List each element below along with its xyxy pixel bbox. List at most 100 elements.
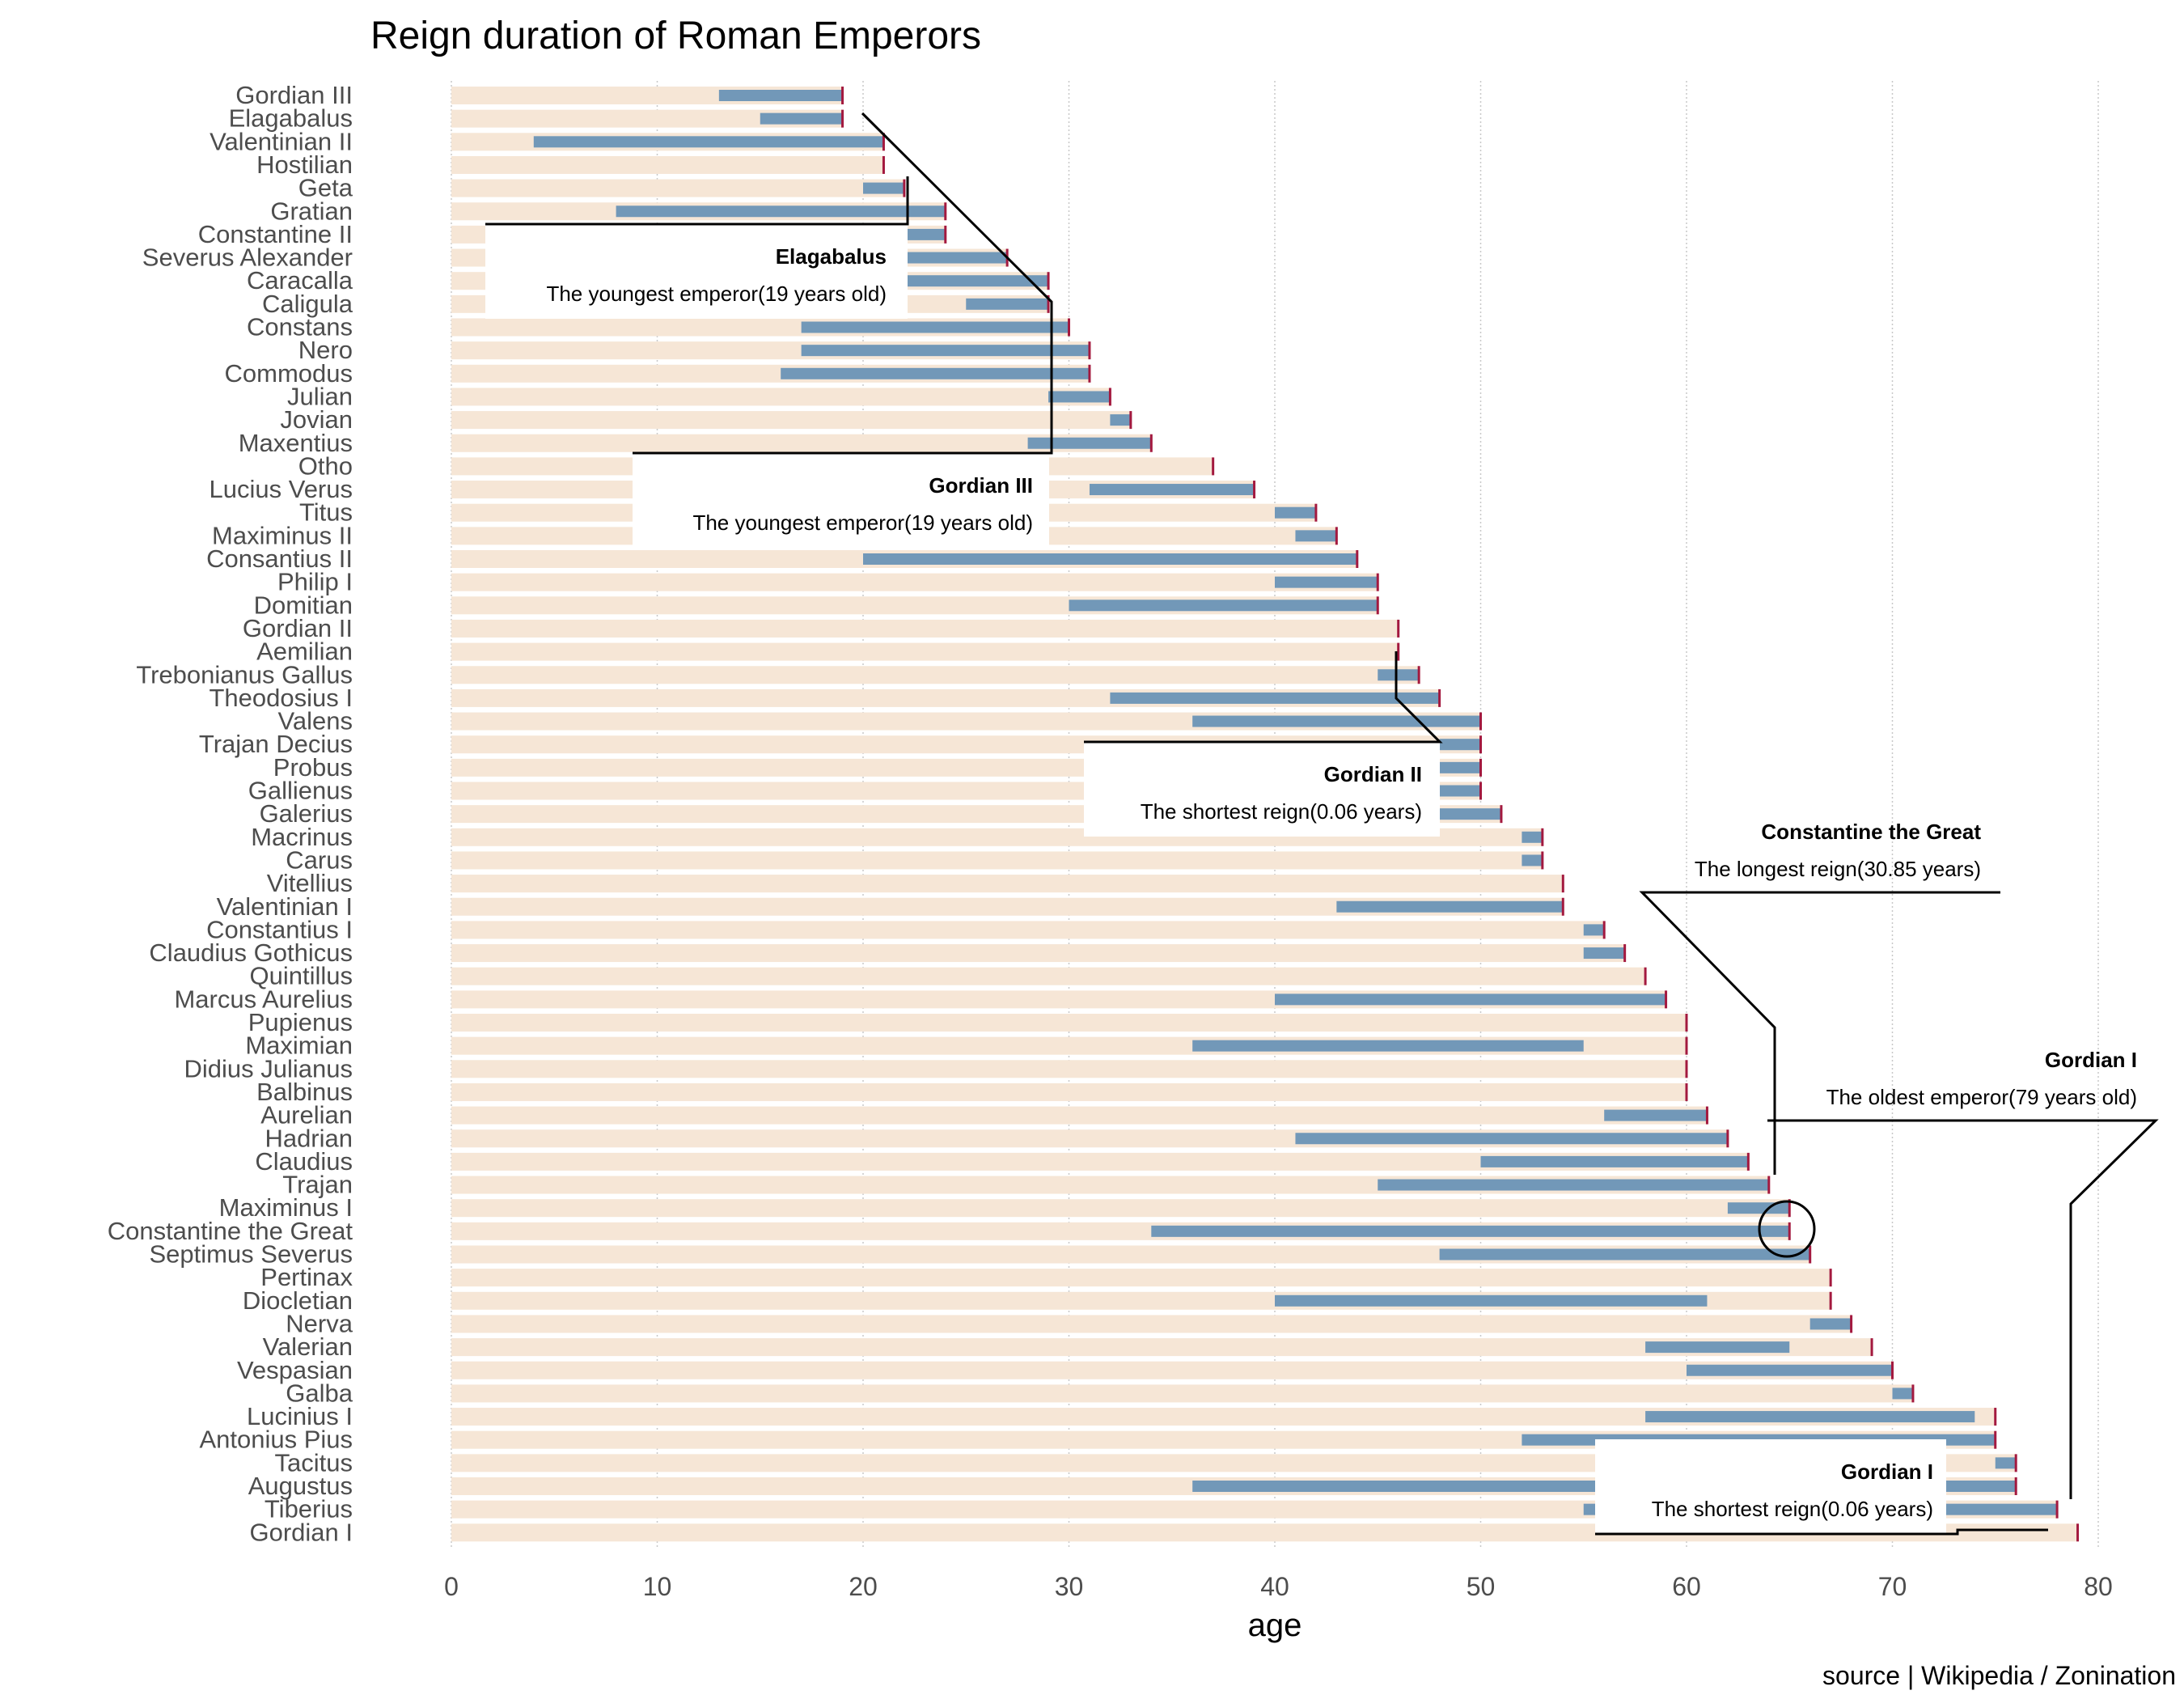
reign-bar [533, 136, 884, 148]
annotation-box [485, 224, 908, 319]
lifespan-bar [451, 1060, 1687, 1078]
emperor-label: Augustus [248, 1472, 353, 1500]
reign-bar [1995, 1457, 2017, 1469]
emperor-label: Gordian III [235, 81, 353, 109]
x-tick-label: 50 [1467, 1572, 1496, 1601]
lifespan-bar [451, 1106, 1708, 1125]
reign-bar [863, 553, 1357, 565]
reign-bar [1727, 1202, 1790, 1214]
emperor-label: Vespasian [237, 1356, 353, 1384]
annotation-text: The shortest reign(0.06 years) [1652, 1497, 1933, 1521]
emperor-label: Aurelian [260, 1101, 353, 1129]
emperor-label: Valentinian II [210, 127, 353, 155]
annotation-title: Gordian I [1841, 1460, 1933, 1484]
x-axis-label: age [1248, 1608, 1302, 1643]
lifespan-bar [451, 851, 1543, 870]
annotation-leader-line [1767, 1119, 2159, 1499]
emperor-label: Balbinus [256, 1078, 353, 1106]
chart-title: Reign duration of Roman Emperors [370, 15, 981, 57]
reign-bar [781, 367, 1090, 379]
lifespan-bar [451, 1338, 1873, 1357]
reign-bar [1110, 692, 1440, 704]
lifespan-bar [451, 411, 1131, 430]
lifespan-bar [451, 1315, 1852, 1333]
emperor-label: Galba [286, 1379, 353, 1407]
emperor-label: Gallienus [248, 777, 353, 805]
annotation-title: Constantine the Great [1761, 820, 1981, 844]
emperor-label: Lucinius I [247, 1402, 353, 1430]
emperor-label: Theodosius I [210, 684, 353, 712]
emperor-label: Marcus Aurelius [174, 985, 353, 1013]
emperor-label: Carus [286, 845, 353, 874]
emperor-label: Valerian [263, 1333, 353, 1361]
emperor-label: Elagabalus [229, 104, 353, 133]
x-tick-label: 80 [2084, 1572, 2113, 1601]
x-tick-label: 0 [444, 1572, 459, 1601]
emperor-label: Pupienus [248, 1008, 353, 1036]
annotation-text: The youngest emperor(19 years old) [546, 282, 887, 306]
reign-bar [1275, 1294, 1708, 1307]
annotations-layer: Elagabalus The youngest emperor(19 years … [485, 112, 2159, 1536]
emperor-label: Valentinian I [217, 892, 353, 921]
reign-bar [1645, 1411, 1975, 1423]
emperor-label: Vitellius [267, 869, 353, 897]
lifespan-bar [451, 642, 1399, 661]
annotation-text: The oldest emperor(79 years old) [1826, 1085, 2137, 1109]
reign-bar [1295, 530, 1337, 542]
emperor-label: Constantius I [206, 915, 353, 943]
emperor-label: Didius Julianus [184, 1054, 353, 1083]
reign-bar [1275, 994, 1666, 1006]
emperor-label: Constans [247, 313, 353, 341]
reign-bar [1378, 1179, 1769, 1191]
reign-bar [1522, 831, 1543, 843]
reign-bar [1583, 947, 1625, 960]
emperor-label: Probus [273, 753, 353, 782]
lifespan-bar [451, 944, 1625, 963]
lifespan-bar [451, 388, 1111, 406]
emperor-label: Maxentius [239, 429, 353, 457]
reign-bar [718, 90, 843, 101]
emperor-label: Gordian II [243, 614, 353, 642]
emperor-label: Macrinus [251, 823, 353, 851]
lifespan-bar [451, 1199, 1790, 1218]
reign-bar [1480, 1155, 1749, 1167]
emperor-label: Otho [298, 451, 353, 480]
annotation-text: The longest reign(30.85 years) [1695, 857, 1981, 881]
lifespan-bar [451, 1014, 1687, 1032]
emperor-label: Geta [298, 174, 353, 202]
x-tick-label: 60 [1672, 1572, 1701, 1601]
reign-bar [1809, 1318, 1852, 1330]
lifespan-bar [451, 573, 1378, 591]
emperor-label: Maximinus II [212, 521, 353, 549]
emperor-label: Trajan Decius [199, 730, 353, 758]
lifespan-bar [451, 875, 1564, 893]
emperor-label: Consantius II [206, 544, 353, 573]
emperor-label: Hadrian [265, 1124, 353, 1152]
x-axis-ticks: 0 10 20 30 40 50 60 70 80 [444, 1572, 2113, 1601]
reign-bar [1604, 1109, 1708, 1121]
reign-bar [1439, 1248, 1810, 1260]
emperor-label: Hostilian [256, 150, 353, 179]
lifespan-bar [451, 967, 1646, 985]
reign-bar [1027, 437, 1152, 449]
annotation-text: The youngest emperor(19 years old) [692, 511, 1033, 535]
x-tick-label: 70 [1878, 1572, 1907, 1601]
reign-bar [1687, 1364, 1893, 1376]
x-tick-label: 20 [849, 1572, 878, 1601]
x-tick-label: 30 [1055, 1572, 1084, 1601]
emperor-label: Quintillus [250, 962, 353, 990]
emperor-label: Pertinax [260, 1263, 353, 1291]
annotation-leader-line [1595, 1528, 2048, 1536]
lifespan-bar [451, 1384, 1913, 1403]
annotation-title: Gordian III [929, 473, 1033, 498]
annotation-title: Gordian II [1324, 762, 1422, 786]
reign-bar [1275, 506, 1316, 519]
emperor-label: Tiberius [265, 1495, 353, 1523]
reign-bar [1583, 924, 1605, 936]
lifespan-bar [451, 1083, 1687, 1101]
x-tick-label: 40 [1260, 1572, 1289, 1601]
reign-bar [616, 205, 946, 218]
reign-bar [1192, 715, 1481, 727]
annotation-box [633, 453, 1049, 548]
